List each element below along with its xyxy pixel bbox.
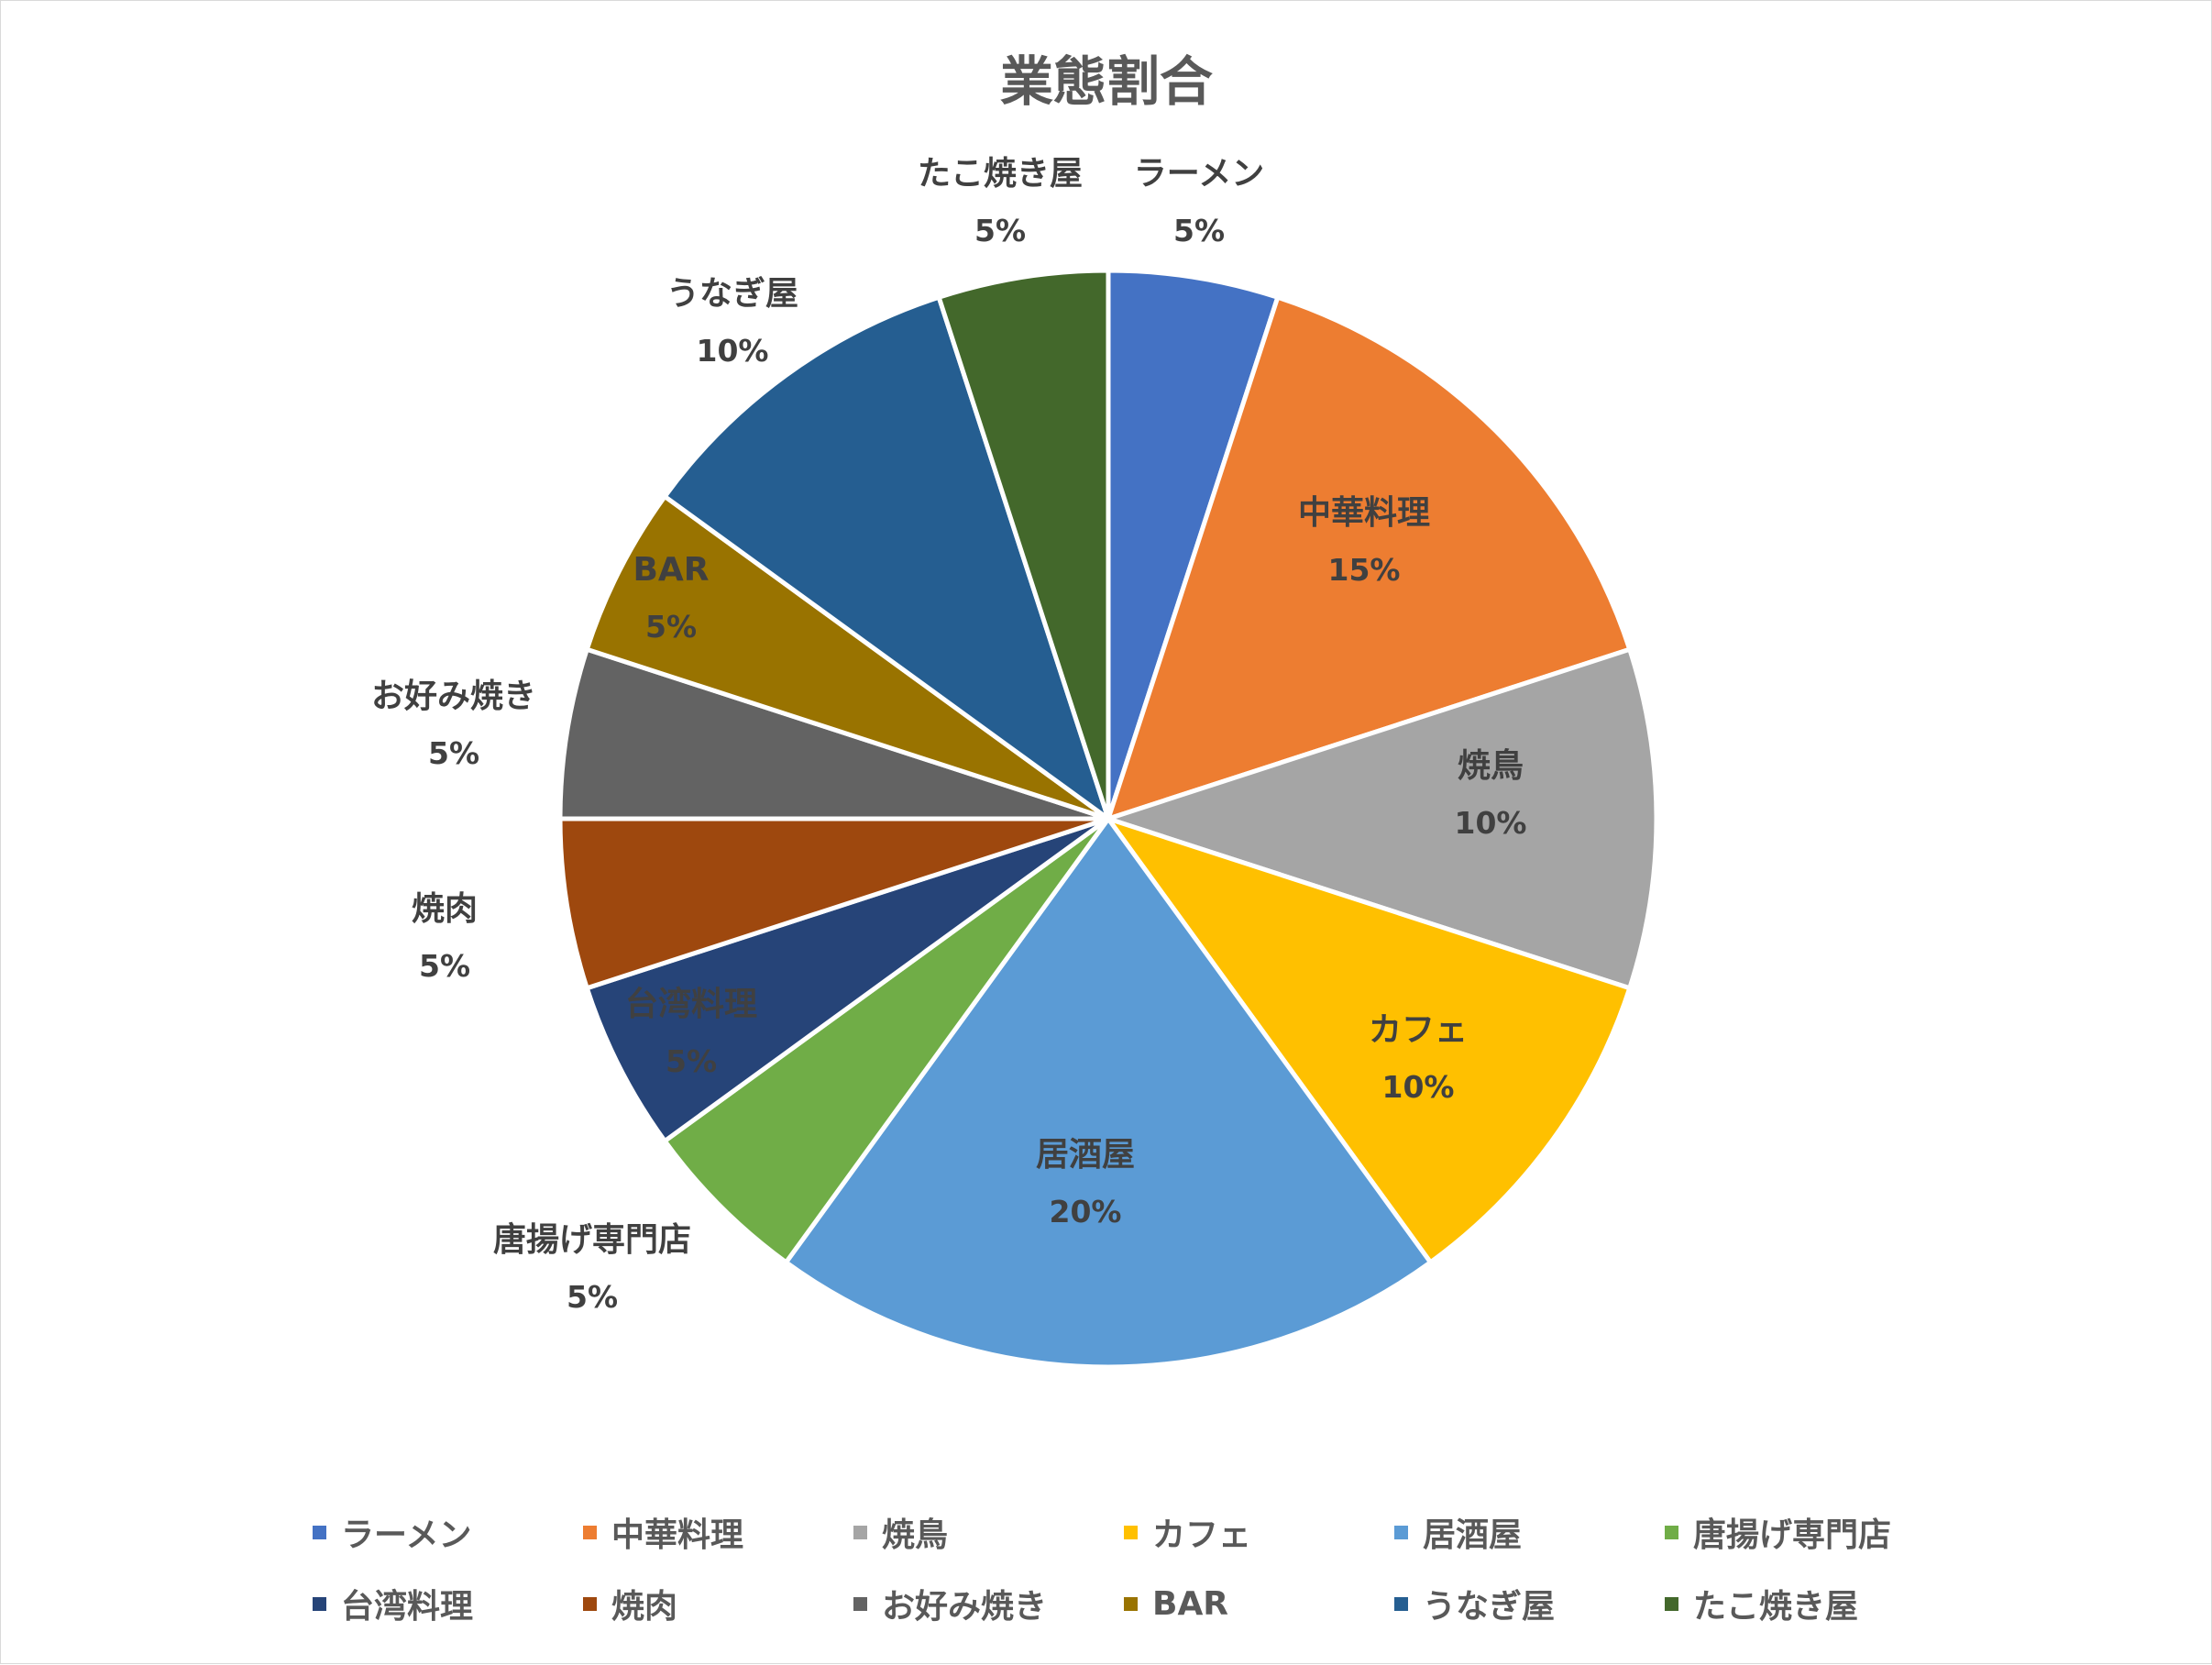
legend-swatch (853, 1596, 867, 1611)
pie-slices (557, 268, 1659, 1370)
legend-label: 焼肉 (611, 1588, 678, 1626)
data-label-category: 中華料理 (1298, 494, 1430, 532)
legend-label: 焼鳥 (882, 1516, 949, 1554)
data-label-percent: 5% (567, 1279, 618, 1315)
legend-item: たこ焼き屋 (1665, 1585, 1935, 1626)
legend-label: 居酒屋 (1423, 1516, 1523, 1554)
data-label-category: 唐揚げ専門店 (493, 1220, 691, 1259)
data-label-percent: 20% (1050, 1194, 1122, 1229)
legend-label: お好み焼き (882, 1588, 1048, 1626)
chart-title: 業態割合 (1000, 50, 1213, 113)
data-label-percent: 5% (1173, 213, 1225, 248)
legend-label: たこ焼き屋 (1693, 1588, 1859, 1626)
data-label-percent: 10% (697, 333, 769, 369)
data-label-category: 居酒屋 (1036, 1136, 1135, 1174)
legend-swatch (1394, 1525, 1408, 1539)
legend-swatch (1665, 1525, 1678, 1539)
data-label-percent: 10% (1382, 1069, 1455, 1105)
legend-swatch (1124, 1525, 1138, 1539)
data-label-category: うなぎ屋 (666, 275, 798, 313)
data-label-category: 焼肉 (412, 890, 478, 928)
pie-slice-10 (584, 494, 1111, 821)
data-label-category: お好み焼き (371, 678, 536, 715)
data-label-percent: 15% (1328, 552, 1401, 588)
legend-item: 唐揚げ専門店 (1665, 1514, 1935, 1554)
data-label-category: 台湾料理 (625, 985, 757, 1023)
legend-item: 台湾料理 (313, 1585, 583, 1626)
legend-swatch (1124, 1596, 1138, 1611)
data-label-category: 焼鳥 (1458, 747, 1524, 785)
legend-item: 中華料理 (583, 1514, 853, 1554)
pie-slice-8 (557, 816, 1111, 991)
legend-item: ラーメン (313, 1514, 583, 1554)
data-label-category: ラーメン (1134, 155, 1265, 193)
data-label-percent: 10% (1455, 805, 1527, 841)
legend-swatch (313, 1525, 326, 1539)
pie-slice-4 (1106, 816, 1633, 1265)
legend-item: うなぎ屋 (1394, 1585, 1665, 1626)
data-label-percent: 5% (666, 1043, 717, 1079)
data-label-category: BAR (633, 551, 709, 589)
legend-swatch (853, 1525, 867, 1539)
legend-item: カフェ (1124, 1514, 1394, 1554)
pie-slice-12 (936, 268, 1111, 821)
pie-slice-3 (1106, 646, 1659, 991)
pie-slice-5 (784, 816, 1433, 1370)
pie-slice-6 (662, 816, 1111, 1265)
data-label-category: カフェ (1369, 1011, 1468, 1049)
legend-label: ラーメン (341, 1516, 472, 1554)
legend-label: 唐揚げ専門店 (1693, 1516, 1892, 1554)
chart-legend: ラーメン 中華料理 焼鳥 カフェ 居酒屋 唐揚げ専門店台湾料理 焼肉 お好み焼き BAR うなぎ屋… (313, 1514, 1981, 1626)
legend-swatch (583, 1525, 597, 1539)
legend-swatch (1665, 1596, 1678, 1611)
legend-swatch (1394, 1596, 1408, 1611)
pie-slice-2 (1106, 294, 1633, 821)
legend-label: BAR (1152, 1584, 1229, 1623)
legend-label: 中華料理 (611, 1516, 744, 1554)
pie-slice-11 (662, 294, 1111, 821)
legend-swatch (583, 1596, 597, 1611)
legend-item: 居酒屋 (1394, 1514, 1665, 1554)
data-label-percent: 5% (428, 735, 479, 771)
legend-label: カフェ (1152, 1516, 1252, 1554)
legend-swatch (313, 1596, 326, 1611)
data-label-percent: 5% (419, 948, 470, 984)
data-label-category: たこ焼き屋 (918, 155, 1083, 193)
legend-item: BAR (1124, 1584, 1394, 1623)
data-labels: ラーメン 5% 中華料理 15% 焼鳥 10% カフェ 10% 居酒屋 20% 唐揚げ専門店 5% 台湾… (371, 155, 1527, 1315)
data-label-percent: 5% (974, 213, 1026, 248)
data-label-percent: 5% (645, 609, 697, 645)
legend-item: 焼肉 (583, 1585, 853, 1626)
legend-item: お好み焼き (853, 1585, 1124, 1626)
pie-slice-7 (584, 816, 1111, 1143)
legend-item: 焼鳥 (853, 1514, 1124, 1554)
legend-label: うなぎ屋 (1423, 1588, 1556, 1626)
legend-label: 台湾料理 (341, 1588, 474, 1626)
